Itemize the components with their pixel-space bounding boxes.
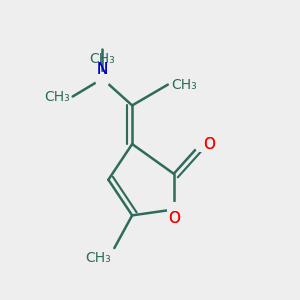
- Text: CH₃: CH₃: [90, 52, 115, 66]
- Text: O: O: [203, 136, 215, 152]
- Text: O: O: [168, 211, 180, 226]
- Text: CH₃: CH₃: [171, 78, 196, 92]
- Text: CH₃: CH₃: [44, 89, 70, 103]
- Text: CH₃: CH₃: [85, 251, 111, 265]
- Text: O: O: [203, 136, 215, 152]
- Text: N: N: [97, 62, 108, 77]
- Text: N: N: [97, 62, 108, 77]
- Text: O: O: [168, 211, 180, 226]
